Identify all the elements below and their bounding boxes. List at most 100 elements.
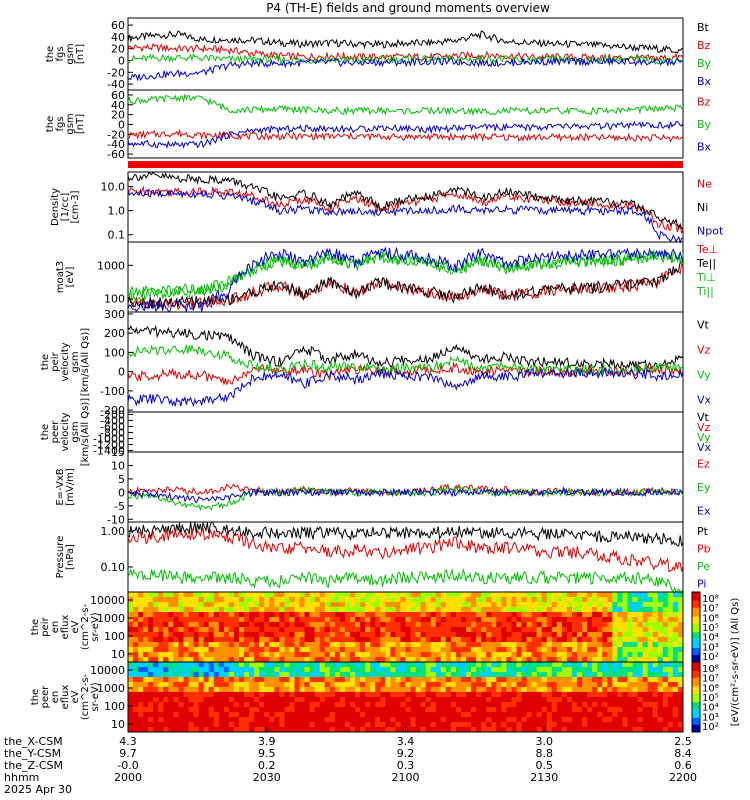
heatmap-cell — [637, 682, 644, 688]
heatmap-cell — [133, 597, 139, 603]
heatmap-cell — [173, 677, 179, 683]
colorbars: 10⁸10⁷10⁶10⁵10⁴10³10²10⁸10⁷10⁶10⁵10⁴10³1… — [691, 591, 741, 733]
heatmap-cell — [647, 612, 654, 618]
heatmap-cell — [173, 637, 179, 643]
heatmap-cell — [218, 632, 225, 638]
heatmap-cell — [314, 727, 321, 733]
heatmap-cell — [264, 697, 270, 703]
heatmap-cell — [607, 722, 613, 728]
heatmap-cell — [582, 627, 588, 633]
heatmap-cell — [546, 662, 553, 668]
heatmap-cell — [178, 707, 184, 713]
heatmap-cell — [677, 672, 684, 678]
heatmap-cell — [541, 647, 548, 653]
heatmap-cell — [385, 652, 391, 658]
heatmap-cell — [536, 667, 543, 673]
heatmap-cell — [486, 712, 492, 718]
heatmap-cell — [536, 717, 543, 723]
heatmap-cell — [430, 592, 437, 598]
heatmap-cell — [445, 707, 452, 713]
heatmap-cell — [405, 617, 411, 623]
heatmap-cell — [506, 662, 512, 668]
heatmap-cell — [259, 722, 265, 728]
heatmap-cell — [143, 637, 149, 643]
heatmap-cell — [647, 662, 654, 668]
heatmap-cell — [365, 652, 371, 658]
heatmap-cell — [339, 727, 346, 733]
heatmap-cell — [304, 647, 311, 653]
heatmap-cell — [541, 692, 548, 698]
heatmap-cell — [193, 692, 200, 698]
heatmap-cell — [657, 647, 664, 653]
heatmap-cell — [551, 677, 558, 683]
heatmap-cell — [168, 722, 174, 728]
heatmap-cell — [622, 682, 628, 688]
heatmap-cell — [133, 652, 139, 658]
heatmap-cell — [375, 672, 381, 678]
heatmap-cell — [607, 592, 613, 598]
heatmap-cell — [233, 672, 240, 678]
x-tick-label: 2200 — [669, 771, 697, 784]
heatmap-cell — [163, 627, 169, 633]
heatmap-cell — [183, 712, 189, 718]
heatmap-cell — [249, 657, 255, 663]
heatmap-cell — [233, 717, 240, 723]
y-axis-label: sr-eV) — [90, 682, 101, 711]
heatmap-cell — [223, 667, 230, 673]
heatmap-cell — [450, 727, 457, 733]
heatmap-cell — [299, 707, 305, 713]
colorbar-cell — [692, 655, 700, 658]
heatmap-cell — [385, 727, 391, 733]
heatmap-cell — [133, 687, 139, 693]
heatmap-cell — [455, 697, 462, 703]
heatmap-cell — [284, 722, 290, 728]
heatmap-cell — [435, 652, 442, 658]
heatmap-cell — [582, 682, 588, 688]
heatmap-cell — [148, 727, 154, 733]
heatmap-cell — [370, 632, 376, 638]
heatmap-cell — [667, 662, 674, 668]
heatmap-cell — [203, 647, 210, 653]
heatmap-cell — [445, 702, 452, 708]
y-axis-label: fgs — [55, 46, 66, 61]
heatmap-cell — [173, 602, 179, 608]
heatmap-cell — [511, 717, 517, 723]
heatmap-cell — [380, 672, 386, 678]
heatmap-cell — [577, 712, 583, 718]
legend-entry: Ne — [697, 178, 712, 191]
heatmap-cell — [213, 612, 220, 618]
heatmap-cell — [375, 702, 381, 708]
heatmap-cell — [400, 607, 406, 613]
heatmap-cell — [657, 597, 664, 603]
heatmap-cell — [355, 682, 361, 688]
heatmap-cell — [289, 697, 295, 703]
heatmap-cell — [370, 617, 376, 623]
heatmap-cell — [264, 607, 270, 613]
heatmap-cell — [556, 617, 563, 623]
heatmap-cell — [360, 717, 366, 723]
heatmap-cell — [657, 592, 664, 598]
heatmap-cell — [471, 607, 477, 613]
heatmap-cell — [254, 647, 260, 653]
heatmap-cell — [572, 652, 578, 658]
heatmap-cell — [178, 637, 184, 643]
heatmap-cell — [637, 702, 644, 708]
heatmap-cell — [632, 682, 638, 688]
heatmap-cell — [153, 637, 159, 643]
heatmap-cell — [632, 717, 638, 723]
heatmap-cell — [274, 682, 280, 688]
heatmap-cell — [355, 712, 361, 718]
y-tick-label: -20 — [107, 66, 125, 79]
heatmap-cell — [481, 652, 487, 658]
heatmap-cell — [375, 657, 381, 663]
colorbar-cell — [692, 709, 700, 712]
heatmap-cell — [304, 712, 311, 718]
heatmap-cell — [188, 627, 194, 633]
heatmap-cell — [572, 607, 578, 613]
heatmap-cell — [400, 617, 406, 623]
heatmap-cell — [415, 632, 422, 638]
heatmap-cell — [617, 602, 623, 608]
colorbar-cell — [692, 693, 700, 696]
heatmap-cell — [546, 702, 553, 708]
